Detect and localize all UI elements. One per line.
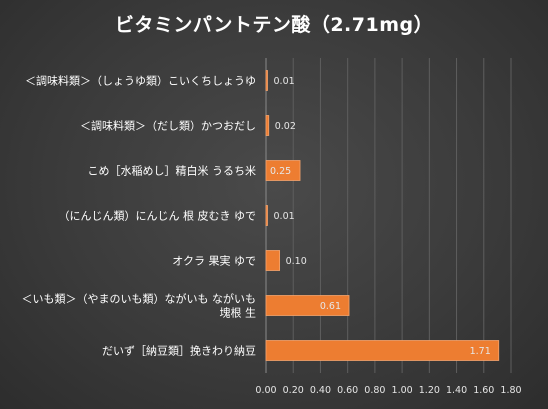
x-tick-label: 0.20: [283, 385, 304, 396]
x-tick-label: 1.20: [419, 385, 440, 396]
x-tick-label: 1.00: [392, 385, 413, 396]
x-tick-label: 1.60: [473, 385, 494, 396]
category-label: （にんじん類）にんじん 根 皮むき ゆで: [59, 209, 257, 223]
data-label: 0.02: [275, 121, 296, 132]
data-label: 1.71: [470, 346, 491, 357]
category-label: オクラ 果実 ゆで: [172, 254, 256, 268]
bar: [265, 340, 500, 361]
bar: [265, 160, 301, 181]
x-axis-tick-labels: 0.00 0.20 0.40 0.60 0.80 1.00 1.20 1.40 1.60 1.80: [255, 385, 521, 396]
x-tick-label: 1.40: [446, 385, 467, 396]
category-labels: ＜調味料類＞（しょうゆ類）こいくちしょうゆ ＜調味料類＞（だし類）かつおだしこめ［…: [22, 74, 257, 358]
gridlines: [265, 58, 512, 373]
bar: [265, 250, 281, 271]
x-tick-label: 0.60: [337, 385, 358, 396]
x-tick-label: 0.80: [364, 385, 385, 396]
data-label: 0.61: [320, 301, 341, 312]
bar: [265, 295, 350, 316]
category-label: だいず［納豆類］挽きわり納豆: [102, 344, 256, 358]
bar: [265, 70, 268, 91]
category-label: こめ［水稲めし］精白米 うるち米: [88, 164, 257, 178]
x-tick-label: 0.00: [255, 385, 276, 396]
category-label: ＜調味料類＞（だし類）かつおだし: [80, 119, 256, 133]
category-label: ＜調味料類＞（しょうゆ類）こいくちしょうゆ: [25, 74, 256, 88]
data-label: 0.01: [274, 211, 295, 222]
data-label: 0.10: [286, 256, 307, 267]
x-tick-label: 1.80: [500, 385, 521, 396]
chart-title: ビタミンパントテン酸（2.71mg）: [114, 14, 434, 36]
value-labels: 0.01 0.02 0.25 0.01 0.10 0.61 1.71: [270, 76, 491, 357]
bar: [265, 205, 268, 226]
data-label: 0.01: [274, 76, 295, 87]
category-label: 塊根 生: [220, 306, 257, 320]
category-label: ＜いも類＞（やまのいも類）ながいも ながいも: [22, 292, 257, 306]
bars: [265, 70, 500, 361]
bar: [265, 115, 270, 136]
x-tick-label: 0.40: [310, 385, 331, 396]
data-label: 0.25: [270, 166, 291, 177]
